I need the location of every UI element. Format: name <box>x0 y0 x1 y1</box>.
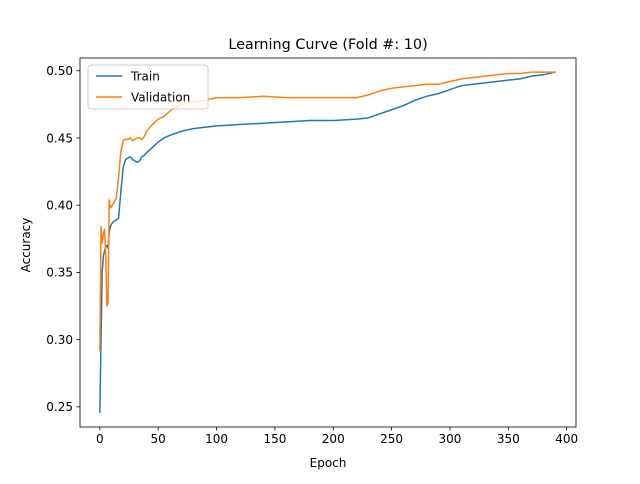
y-tick-label: 0.50 <box>46 64 73 78</box>
x-tick-label: 350 <box>497 432 520 446</box>
legend-label-validation: Validation <box>131 90 190 104</box>
series-line-train <box>99 71 556 413</box>
axes-frame <box>79 57 577 428</box>
x-tick-label: 0 <box>96 432 104 446</box>
chart-title: Learning Curve (Fold #: 10) <box>228 37 427 53</box>
y-axis-label: Accuracy <box>19 218 33 273</box>
x-tick-label: 300 <box>439 432 462 446</box>
x-tick-label: 100 <box>205 432 228 446</box>
x-tick-label: 200 <box>322 432 345 446</box>
y-tick-label: 0.25 <box>46 400 73 414</box>
y-tick-label: 0.35 <box>46 266 73 280</box>
series-line-validation <box>99 71 556 352</box>
y-tick-label: 0.40 <box>46 198 73 212</box>
x-tick-label: 150 <box>263 432 286 446</box>
x-tick-label: 250 <box>380 432 403 446</box>
x-tick-label: 400 <box>555 432 578 446</box>
y-tick-label: 0.30 <box>46 333 73 347</box>
legend-label-train: Train <box>130 69 160 83</box>
x-axis-label: Epoch <box>310 456 347 470</box>
plot-area: 0 50 100 150 200 250 300 350 400 0.25 0.30 0.35 0.40… <box>46 57 578 446</box>
y-tick-label: 0.45 <box>46 131 73 145</box>
x-tick-label: 50 <box>151 432 166 446</box>
